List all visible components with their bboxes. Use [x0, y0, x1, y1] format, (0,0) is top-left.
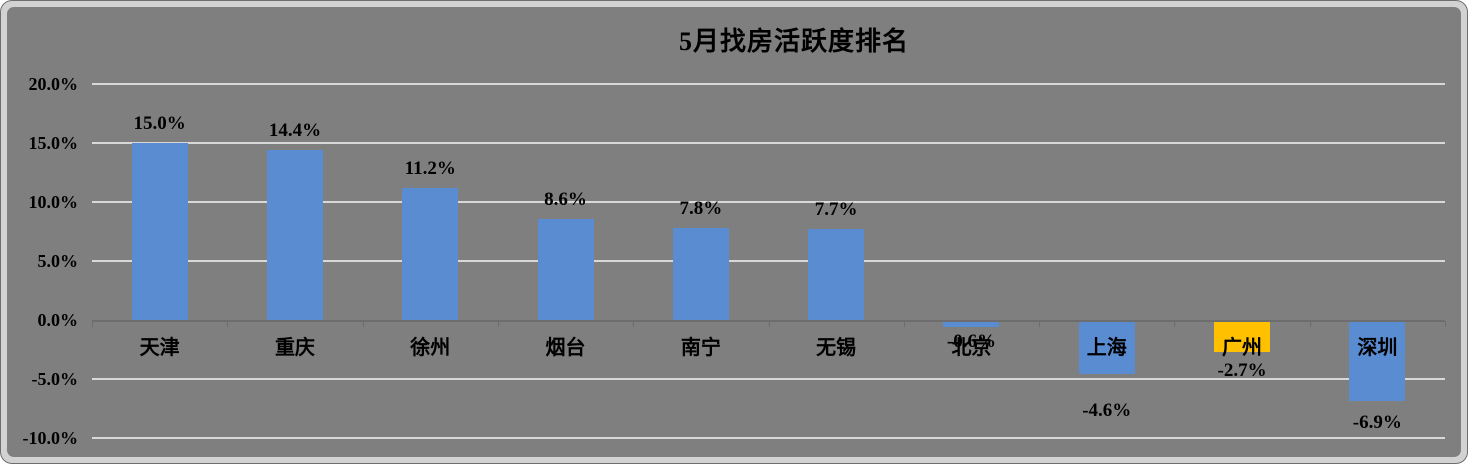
axis-tick	[903, 321, 905, 327]
axis-tick	[633, 321, 635, 327]
bar	[808, 229, 865, 320]
category-label: 北京	[951, 337, 992, 359]
category-label: 广州	[1222, 337, 1263, 359]
category-label: 天津	[139, 337, 180, 359]
y-axis-tick-label: 0.0%	[37, 310, 79, 330]
category-label: 烟台	[545, 337, 586, 359]
category-label: 徐州	[410, 337, 451, 359]
bar-value-label: -0.6%	[946, 331, 996, 353]
bar	[537, 218, 594, 320]
y-axis-tick-label: 10.0%	[28, 192, 79, 212]
bar	[943, 322, 1000, 328]
bar-value-label: 7.8%	[679, 197, 723, 219]
axis-tick	[362, 321, 364, 327]
y-axis-tick-label: 5.0%	[37, 251, 79, 271]
gridline	[92, 260, 1445, 262]
y-axis-tick-label: -10.0%	[22, 428, 79, 448]
category-label: 重庆	[274, 337, 315, 359]
gridline	[92, 201, 1445, 203]
bar-value-label: 15.0%	[133, 113, 186, 134]
chart-title: 5月找房活跃度排名	[678, 27, 909, 56]
category-label: 上海	[1086, 337, 1127, 359]
axis-tick	[1039, 321, 1041, 327]
axis-tick	[227, 321, 229, 327]
y-axis-tick-label: 15.0%	[28, 133, 79, 153]
bar	[402, 187, 459, 320]
bar-value-label: 14.4%	[268, 120, 322, 142]
y-axis-tick-label: -5.0%	[31, 369, 79, 389]
category-label: 南宁	[680, 337, 721, 359]
bar-value-label: 8.6%	[544, 188, 587, 210]
bar-value-label: 11.2%	[404, 157, 456, 179]
bar-value-label: -2.7%	[1217, 359, 1267, 381]
y-axis-tick-label: 20.0%	[28, 74, 79, 94]
category-label: 深圳	[1357, 337, 1398, 359]
bar	[672, 227, 729, 320]
bar	[1349, 322, 1406, 402]
gridline	[92, 378, 1445, 380]
bar-value-label: -6.9%	[1352, 412, 1402, 434]
axis-tick	[92, 321, 93, 327]
bar	[1078, 322, 1135, 375]
axis-tick	[1445, 321, 1446, 327]
bar	[1214, 322, 1271, 352]
axis-tick	[1309, 321, 1311, 327]
bar-value-label: 7.7%	[814, 199, 858, 221]
chart-background	[7, 7, 1461, 457]
axis-tick	[768, 321, 770, 327]
bar	[131, 143, 188, 320]
bar	[266, 150, 323, 320]
gridline	[92, 437, 1445, 439]
gridline	[92, 142, 1445, 144]
category-label: 无锡	[816, 337, 857, 359]
axis-tick	[1174, 321, 1176, 327]
axis-tick	[497, 321, 499, 327]
gridline	[92, 83, 1445, 85]
bar-value-label: -4.6%	[1082, 400, 1132, 422]
